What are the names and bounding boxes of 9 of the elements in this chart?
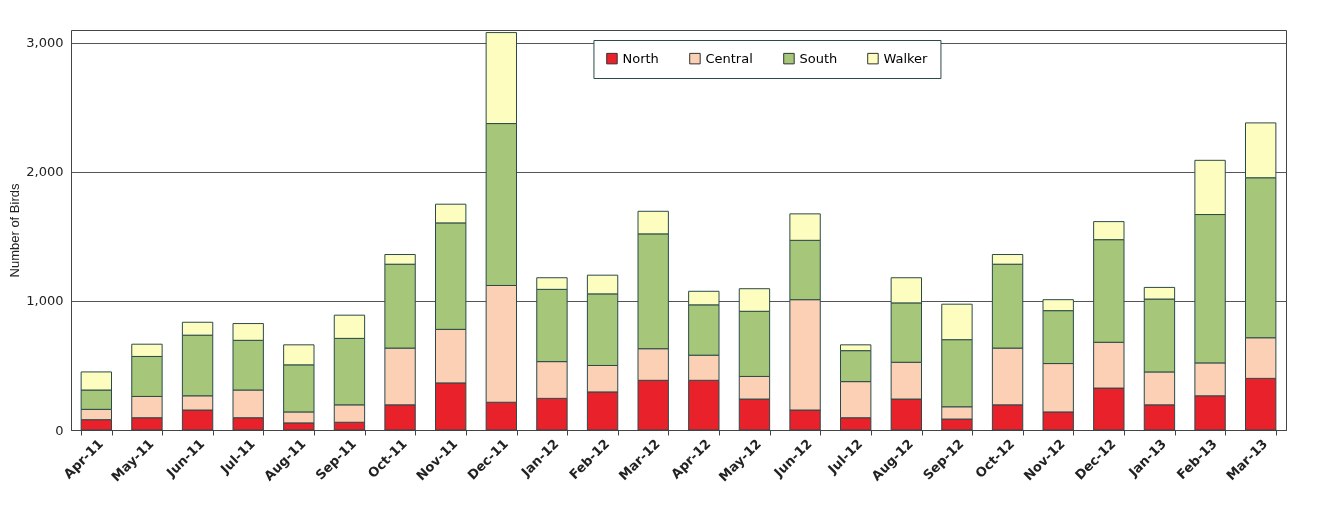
legend-label: Walker [883, 50, 929, 66]
legend-label: South [799, 50, 838, 66]
legend-label: North [622, 50, 659, 66]
legend-label: Central [705, 50, 753, 66]
y-tick-label: 3,000 [26, 35, 64, 51]
y-tick-label: 1,000 [26, 293, 64, 309]
y-tick-label: 2,000 [26, 164, 64, 180]
y-tick-label: 0 [55, 422, 64, 438]
y-axis-title: Number of Birds [7, 183, 23, 278]
